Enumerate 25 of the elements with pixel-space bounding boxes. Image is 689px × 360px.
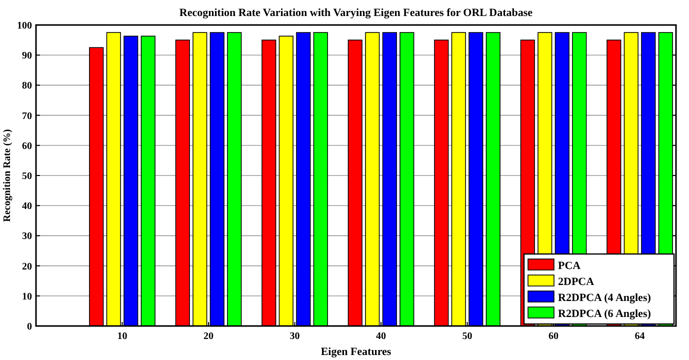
x-axis-title: Eigen Features <box>320 346 392 358</box>
y-tick-label: 0 <box>27 322 32 332</box>
chart-title: Recognition Rate Variation with Varying Eigen Features for ORL Database <box>179 7 533 19</box>
y-tick-label: 40 <box>22 201 32 212</box>
x-tick-label: 20 <box>204 331 214 342</box>
y-tick-label: 60 <box>22 140 32 152</box>
y-tick-label: 30 <box>22 231 32 242</box>
x-tick-label: 64 <box>634 331 645 342</box>
x-tick-label: 30 <box>290 331 300 342</box>
y-tick-label: 50 <box>22 171 32 182</box>
legend-label: R2DPCA (6 Angles) <box>558 308 652 320</box>
x-tick-label: 60 <box>548 331 559 342</box>
legend-label: R2DPCA (4 Angles) <box>558 292 652 304</box>
legend-label: PCA <box>558 260 581 272</box>
y-tick-label: 10 <box>22 291 32 302</box>
y-tick-label: 100 <box>17 20 32 32</box>
x-tick-label: 40 <box>376 331 386 342</box>
legend-label: 2DPCA <box>558 276 594 288</box>
y-tick-label: 80 <box>22 80 32 92</box>
y-tick-label: 70 <box>22 110 32 122</box>
x-tick-label: 50 <box>462 331 472 342</box>
y-axis-title: Recognition Rate (%) <box>2 129 13 222</box>
y-tick-label: 90 <box>22 50 32 62</box>
y-tick-label: 20 <box>22 261 32 272</box>
x-tick-label: 10 <box>117 331 128 342</box>
